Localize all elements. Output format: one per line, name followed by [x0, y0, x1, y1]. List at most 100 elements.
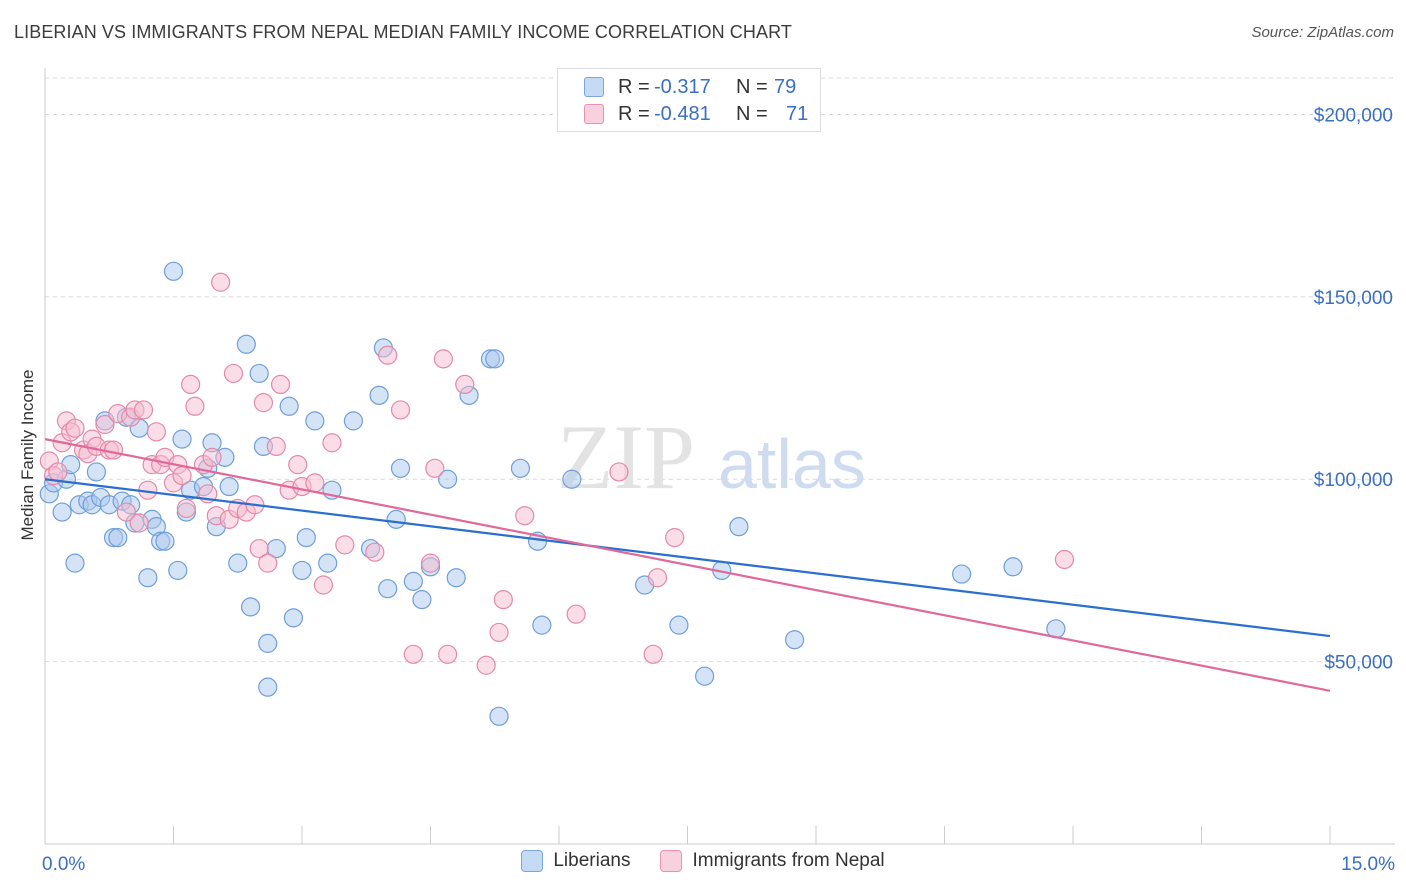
- nepal-point: [253, 393, 274, 413]
- source-label: Source: ZipAtlas.com: [1251, 24, 1394, 41]
- liberians-point: [386, 509, 406, 529]
- nepal-point: [665, 527, 685, 548]
- liberians-point: [305, 411, 325, 431]
- correlation-legend: R = -0.317 N = 79 R = -0.481 N = 71: [557, 68, 821, 132]
- liberians-points: [39, 261, 1066, 726]
- liberians-point: [485, 349, 505, 369]
- legend-swatch-pink: [584, 104, 604, 124]
- nepal-point: [455, 374, 475, 394]
- nepal-point: [322, 433, 342, 453]
- trend-lines: [44, 438, 1331, 692]
- watermark: ZIP atlas: [557, 406, 866, 508]
- legend-item-nepal: Immigrants from Nepal: [660, 850, 885, 872]
- nepal-point: [609, 462, 629, 482]
- liberians-point: [279, 396, 299, 416]
- nepal-point: [288, 455, 308, 475]
- y-axis-label: Median Family Income: [18, 369, 37, 541]
- n-value: 71: [786, 102, 809, 125]
- liberians-point: [155, 531, 175, 551]
- nepal-point: [65, 418, 85, 438]
- legend-row-nepal: R = -0.481 N = 71: [584, 101, 808, 127]
- y-tick-label: $100,000: [1314, 470, 1393, 491]
- nepal-point: [425, 458, 445, 478]
- liberians-point: [108, 527, 128, 548]
- r-value: -0.317: [654, 75, 711, 98]
- nepal-point: [476, 655, 496, 675]
- nepal-point: [133, 400, 154, 420]
- nepal-trend-line: [44, 438, 1331, 692]
- liberians-point: [65, 553, 85, 573]
- liberians-point: [172, 429, 192, 449]
- liberians-point: [241, 597, 261, 617]
- nepal-point: [313, 575, 334, 595]
- liberians-point: [258, 677, 278, 697]
- chart-title: LIBERIAN VS IMMIGRANTS FROM NEPAL MEDIAN…: [14, 22, 792, 42]
- legend-item-liberians: Liberians: [521, 850, 630, 872]
- liberians-point: [318, 553, 338, 573]
- legend-label: Immigrants from Nepal: [692, 850, 885, 871]
- liberians-point: [438, 469, 458, 489]
- liberians-point: [403, 571, 423, 591]
- liberians-point: [489, 706, 509, 726]
- nepal-point: [103, 440, 124, 460]
- series-legend: Liberians Immigrants from Nepal: [0, 850, 1406, 872]
- r-label: R =: [618, 102, 650, 125]
- n-label: N =: [736, 75, 768, 98]
- liberians-point: [343, 411, 363, 431]
- legend-row-liberians: R = -0.317 N = 79: [584, 74, 796, 100]
- n-label: N =: [736, 102, 768, 125]
- liberians-point: [562, 469, 582, 489]
- nepal-point: [403, 644, 423, 664]
- liberians-point: [695, 666, 715, 686]
- liberians-point: [296, 527, 316, 548]
- nepal-point: [433, 349, 453, 369]
- liberians-point: [168, 560, 188, 581]
- r-label: R =: [618, 75, 650, 98]
- liberians-point: [446, 568, 466, 588]
- liberians-point: [729, 517, 749, 537]
- nepal-point: [515, 506, 535, 526]
- liberians-point: [390, 458, 411, 478]
- liberians-point: [952, 564, 972, 584]
- liberians-point: [292, 560, 312, 581]
- nepal-point: [1054, 549, 1075, 570]
- nepal-point: [420, 553, 441, 573]
- nepal-point: [643, 644, 663, 664]
- nepal-point: [566, 604, 586, 624]
- liberians-trend-line: [44, 478, 1331, 638]
- liberians-point: [510, 458, 531, 478]
- nepal-point: [489, 622, 509, 643]
- axes: [44, 68, 1395, 845]
- tick-labels: $50,000 $100,000 $150,000 $200,000 0.0% 15.0%: [42, 105, 1395, 875]
- liberians-point: [532, 615, 552, 635]
- r-value: -0.481: [654, 102, 711, 125]
- nepal-point: [181, 374, 201, 394]
- nepal-point: [223, 363, 244, 384]
- nepal-point: [335, 535, 355, 555]
- liberians-point: [283, 608, 304, 628]
- nepal-point: [438, 644, 458, 664]
- liberians-point: [52, 502, 72, 522]
- liberians-point: [784, 630, 805, 650]
- nepal-point: [378, 345, 398, 365]
- nepal-point: [202, 447, 222, 467]
- legend-swatch-pink: [660, 850, 683, 872]
- legend-swatch-blue: [521, 850, 544, 872]
- nepal-point: [116, 502, 136, 522]
- liberians-point: [378, 579, 398, 599]
- nepal-point: [258, 553, 278, 573]
- liberians-point: [228, 553, 248, 573]
- nepal-point: [146, 422, 166, 442]
- liberians-point: [1003, 557, 1023, 577]
- liberians-point: [669, 615, 689, 635]
- legend-swatch-blue: [584, 77, 604, 97]
- nepal-point: [129, 513, 149, 533]
- y-tick-label: $50,000: [1324, 653, 1393, 674]
- liberians-point: [412, 590, 432, 610]
- nepal-point: [211, 272, 231, 292]
- liberians-point: [369, 385, 389, 405]
- liberians-point: [219, 476, 239, 497]
- nepal-point: [266, 436, 286, 457]
- nepal-point: [185, 396, 205, 416]
